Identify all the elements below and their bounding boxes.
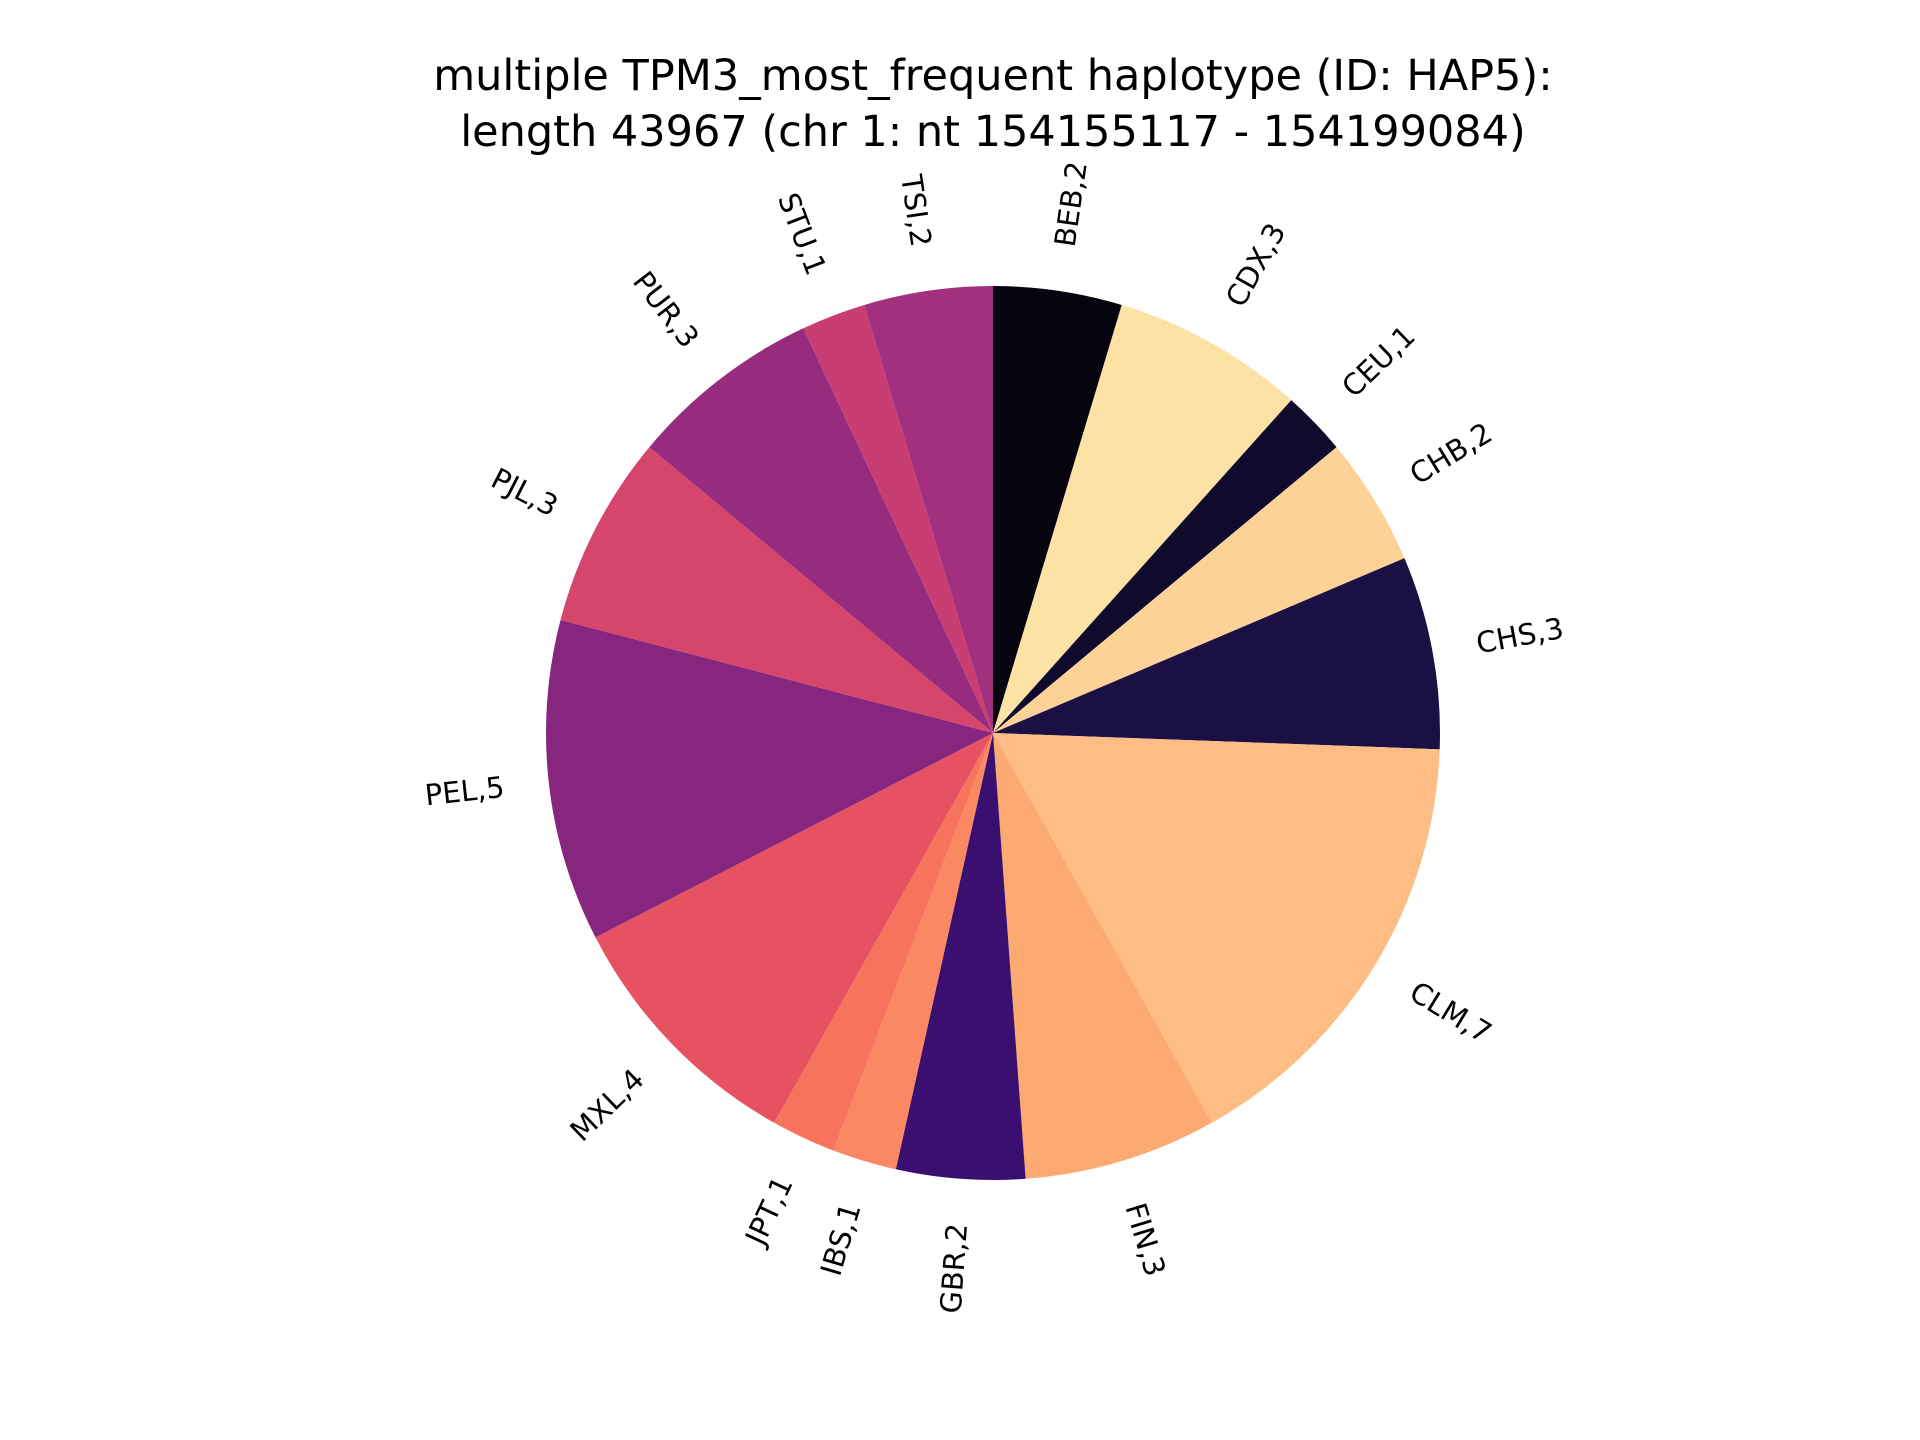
pie-slice-jpt	[774, 733, 993, 1151]
pie-slice-pur	[649, 328, 993, 733]
pie-slice-stu	[803, 304, 993, 733]
pie-slice-ibs	[833, 733, 993, 1170]
pie-slice-beb	[993, 286, 1122, 733]
pie-slice-pel	[546, 619, 993, 938]
pie-label-stu: STU,1	[771, 188, 833, 280]
chart-title-line-2: length 43967 (chr 1: nt 154155117 - 1541…	[460, 107, 1526, 157]
pie-slice-cdx	[993, 304, 1292, 733]
chart-title-line-1: multiple TPM3_most_frequent haplotype (I…	[433, 51, 1552, 101]
pie-label-pur: PUR,3	[626, 265, 706, 354]
pie-label-mxl: MXL,4	[563, 1062, 650, 1148]
pie-label-pel: PEL,5	[423, 770, 506, 813]
pie-slice-pjl	[560, 447, 993, 733]
pie-label-chb: CHB,2	[1404, 416, 1498, 492]
pie-label-fin: FIN,3	[1118, 1199, 1172, 1280]
pie-slice-mxl	[595, 733, 993, 1123]
pie-label-tsi: TSI,2	[894, 171, 938, 249]
pie-label-cdx: CDX,3	[1219, 217, 1293, 312]
pie-slice-tsi	[864, 286, 993, 733]
pie-label-ceu: CEU,1	[1335, 319, 1422, 404]
pie-slice-fin	[993, 733, 1212, 1179]
pie-slices	[546, 286, 1441, 1180]
pie-label-pjl: PJL,3	[486, 461, 564, 523]
pie-slice-clm	[993, 733, 1440, 1123]
pie-label-beb: BEB,2	[1048, 159, 1094, 249]
pie-label-gbr: GBR,2	[934, 1222, 974, 1314]
pie-label-clm: CLM,7	[1404, 975, 1498, 1050]
pie-label-ibs: IBS,1	[814, 1199, 868, 1280]
pie-slice-ceu	[993, 400, 1337, 733]
pie-label-jpt: JPT,1	[738, 1171, 800, 1252]
pie-slice-chb	[993, 447, 1405, 733]
pie-label-chs: CHS,3	[1473, 611, 1566, 660]
pie-slice-chs	[993, 558, 1441, 750]
pie-slice-gbr	[895, 733, 1026, 1180]
